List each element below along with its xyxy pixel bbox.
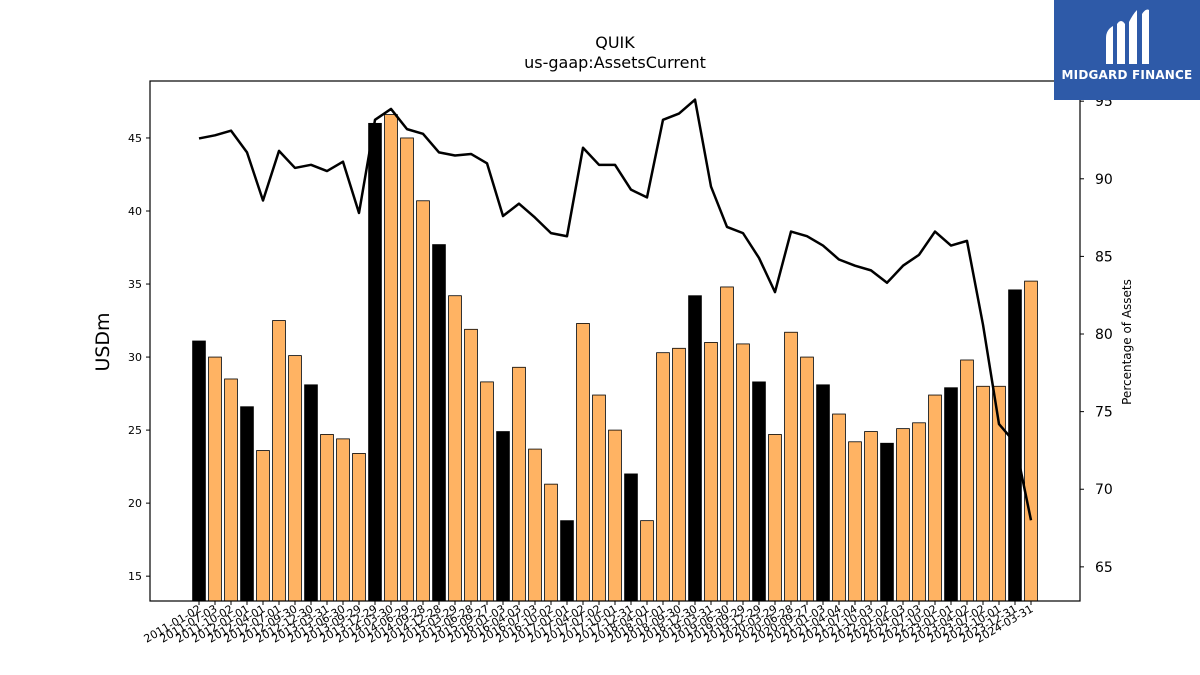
- bar: [928, 394, 942, 602]
- bar: [240, 406, 254, 602]
- y2-axis-label: Percentage of Assets: [1120, 279, 1134, 405]
- bar: [368, 122, 382, 602]
- y-tick-label: 25: [128, 424, 142, 437]
- y-tick-label: 40: [128, 205, 142, 218]
- chart-title: QUIK: [595, 33, 635, 52]
- bar: [976, 385, 990, 602]
- chart-subtitle: us-gaap:AssetsCurrent: [524, 53, 706, 72]
- bar: [592, 394, 606, 602]
- bar: [832, 413, 846, 602]
- bar: [752, 381, 766, 602]
- bar: [288, 355, 302, 602]
- bar: [640, 520, 654, 602]
- bar: [912, 422, 926, 602]
- brand-name: MIDGARD FINANCE: [1061, 68, 1193, 82]
- bar: [384, 114, 398, 602]
- y-tick-label: 30: [128, 351, 142, 364]
- bar: [864, 431, 878, 602]
- bar: [800, 356, 814, 602]
- bar: [736, 343, 750, 602]
- y-tick-label: 20: [128, 497, 142, 510]
- bar: [544, 483, 558, 602]
- bar: [896, 428, 910, 602]
- bar: [880, 442, 894, 602]
- bar: [528, 448, 542, 602]
- brand-logo-icon: [1106, 9, 1149, 64]
- bar: [256, 450, 270, 602]
- bar: [960, 359, 974, 602]
- bar: [400, 137, 414, 602]
- bar-group: [192, 114, 1038, 602]
- bar: [608, 429, 622, 602]
- y2-tick-label: 90: [1095, 172, 1113, 188]
- bar: [560, 520, 574, 602]
- line-group: [198, 98, 1033, 521]
- bar: [432, 244, 446, 602]
- bar: [848, 441, 862, 602]
- bar: [576, 323, 590, 602]
- bar: [1024, 280, 1038, 602]
- bar: [688, 295, 702, 602]
- bar: [272, 320, 286, 602]
- axes: 15202530354045657075808590952011-01-0220…: [128, 80, 1113, 646]
- y-tick-label: 15: [128, 570, 142, 583]
- bar: [624, 473, 638, 602]
- bar: [768, 434, 782, 602]
- bar: [352, 453, 366, 602]
- bar: [704, 342, 718, 602]
- bar: [816, 384, 830, 602]
- bar: [720, 286, 734, 602]
- bar: [416, 200, 430, 602]
- y2-tick-label: 75: [1095, 405, 1113, 421]
- percentage-line: [198, 98, 1033, 521]
- bar: [656, 352, 670, 602]
- bar: [208, 356, 222, 602]
- bar: [784, 331, 798, 602]
- y2-tick-label: 65: [1095, 560, 1113, 576]
- bar: [512, 366, 526, 602]
- bar: [336, 438, 350, 602]
- y-tick-label: 35: [128, 278, 142, 291]
- brand-logo: MIDGARD FINANCE: [1054, 0, 1200, 100]
- bar: [304, 384, 318, 602]
- y2-tick-label: 85: [1095, 249, 1113, 265]
- bar: [464, 328, 478, 602]
- bar: [496, 431, 510, 602]
- y-tick-label: 45: [128, 132, 142, 145]
- bar: [480, 381, 494, 602]
- bar: [192, 340, 206, 602]
- bar: [224, 378, 238, 602]
- bar: [672, 347, 686, 602]
- y-axis-label: USDm: [92, 312, 114, 371]
- bar: [944, 387, 958, 602]
- y2-tick-label: 80: [1095, 327, 1113, 343]
- bar: [448, 295, 462, 602]
- bar: [320, 434, 334, 602]
- y2-tick-label: 70: [1095, 482, 1113, 498]
